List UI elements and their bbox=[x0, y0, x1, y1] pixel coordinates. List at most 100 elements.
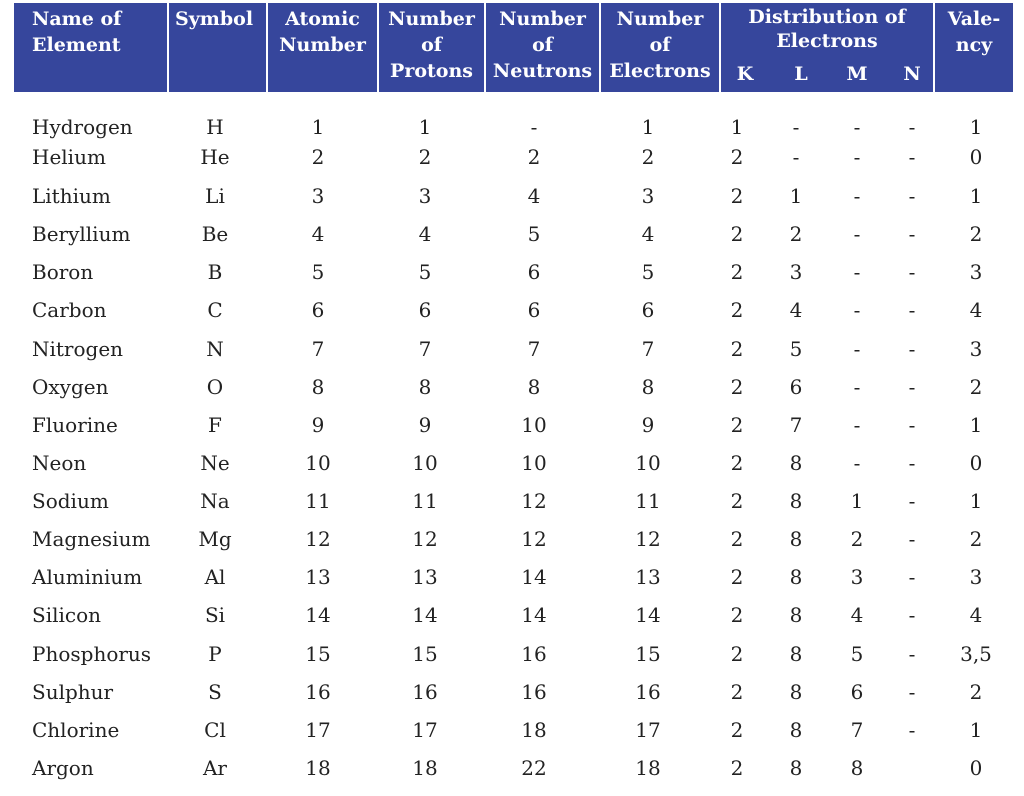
table-cell: 8 bbox=[641, 374, 655, 399]
header-cell: Symbol bbox=[169, 3, 266, 92]
table-cell: 15 bbox=[635, 641, 661, 666]
table-cell: 13 bbox=[635, 565, 661, 590]
table-cell: Na bbox=[200, 489, 230, 514]
table-cell: 2 bbox=[641, 145, 655, 169]
table-cell: - bbox=[853, 374, 861, 399]
table-cell: 18 bbox=[305, 755, 331, 780]
table-cell: 10 bbox=[412, 450, 438, 475]
table-cell: Magnesium bbox=[32, 527, 151, 552]
table-cell: 16 bbox=[305, 679, 331, 704]
table-cell: - bbox=[908, 527, 916, 552]
table-cell: 3 bbox=[969, 260, 983, 285]
table-cell: 6 bbox=[850, 679, 864, 704]
header-text: Element bbox=[32, 34, 121, 56]
table-cell: 8 bbox=[789, 565, 803, 590]
table-cell: 8 bbox=[789, 679, 803, 704]
table-cell: 3 bbox=[789, 260, 803, 285]
table-cell: 7 bbox=[311, 336, 325, 361]
table-cell: 6 bbox=[527, 260, 541, 285]
table-cell: 4 bbox=[789, 298, 803, 323]
header-text: Electrons bbox=[609, 60, 711, 82]
table-cell: 22 bbox=[521, 755, 547, 780]
table-cell: O bbox=[206, 374, 224, 399]
table-cell: - bbox=[853, 260, 861, 285]
table-cell: - bbox=[853, 298, 861, 323]
table-cell: 10 bbox=[521, 412, 547, 437]
table-cell: 2 bbox=[730, 565, 744, 590]
table-cell: 4 bbox=[969, 298, 983, 323]
table-cell: 11 bbox=[412, 489, 438, 514]
table-cell: - bbox=[908, 603, 916, 628]
table-cell: 2 bbox=[969, 527, 983, 552]
table-cell: Nitrogen bbox=[32, 336, 124, 361]
header-text: Symbol bbox=[175, 8, 254, 30]
table-cell: 15 bbox=[412, 641, 438, 666]
table-cell: 7 bbox=[527, 336, 541, 361]
table-cell: - bbox=[853, 145, 861, 169]
table-cell: 11 bbox=[305, 489, 331, 514]
header-subtext: M bbox=[846, 63, 868, 85]
table-cell: 12 bbox=[521, 489, 547, 514]
table-cell: 8 bbox=[418, 374, 432, 399]
table-cell: 10 bbox=[521, 450, 547, 475]
table-cell: 1 bbox=[789, 184, 803, 208]
table-cell: 4 bbox=[850, 603, 864, 628]
table-cell: 3 bbox=[850, 565, 864, 590]
table-cell: 8 bbox=[789, 641, 803, 666]
table-cell: 2 bbox=[730, 412, 744, 437]
table-cell: Neon bbox=[32, 450, 87, 475]
table-cell: Ne bbox=[200, 450, 230, 475]
table-cell: - bbox=[908, 412, 916, 437]
table-cell: 3 bbox=[418, 184, 432, 208]
header-cell: Number of Neutrons bbox=[486, 3, 599, 92]
table-cell: 5 bbox=[311, 260, 325, 285]
table-cell: - bbox=[908, 115, 916, 139]
table-cell: 14 bbox=[412, 603, 438, 628]
table-cell: - bbox=[853, 450, 861, 475]
table-cell: 2 bbox=[730, 336, 744, 361]
header-cell: Number of Protons bbox=[379, 3, 484, 92]
header-text: Number bbox=[388, 8, 475, 30]
table-cell: 3 bbox=[311, 184, 325, 208]
table-cell: 2 bbox=[969, 374, 983, 399]
table-cell: 18 bbox=[635, 755, 661, 780]
table-cell: 10 bbox=[635, 450, 661, 475]
header-cell: Name of Element bbox=[14, 3, 167, 92]
table-cell: 4 bbox=[641, 222, 655, 247]
table-cell: 5 bbox=[850, 641, 864, 666]
table-cell: - bbox=[908, 184, 916, 208]
table-cell: 1 bbox=[311, 115, 325, 139]
header-text: Protons bbox=[390, 60, 473, 82]
table-cell: - bbox=[792, 115, 800, 139]
table-cell: 1 bbox=[969, 184, 983, 208]
table-cell: 8 bbox=[789, 755, 803, 780]
header-text: of bbox=[649, 34, 671, 56]
header-cell: Number of Electrons bbox=[601, 3, 719, 92]
header-text: Atomic bbox=[285, 8, 360, 30]
table-cell: 2 bbox=[730, 260, 744, 285]
table-cell: 2 bbox=[850, 527, 864, 552]
table-cell: 0 bbox=[969, 450, 983, 475]
table-cell: 18 bbox=[412, 755, 438, 780]
header-text: Electrons bbox=[776, 30, 878, 52]
table-cell: Chlorine bbox=[32, 717, 120, 742]
table-cell: - bbox=[908, 145, 916, 169]
table-cell: - bbox=[853, 222, 861, 247]
table-cell: 5 bbox=[527, 222, 541, 247]
table-cell: 2 bbox=[418, 145, 432, 169]
header-text: Distribution of bbox=[748, 6, 906, 28]
table-cell: 2 bbox=[730, 679, 744, 704]
table-cell: 10 bbox=[305, 450, 331, 475]
table-cell: 1 bbox=[969, 717, 983, 742]
table-cell: Fluorine bbox=[32, 412, 118, 437]
table-cell: Silicon bbox=[32, 603, 102, 628]
table-cell: 8 bbox=[789, 603, 803, 628]
table-cell: - bbox=[908, 565, 916, 590]
table-cell: 1 bbox=[969, 115, 983, 139]
table-cell: F bbox=[208, 412, 222, 437]
table-cell: 6 bbox=[527, 298, 541, 323]
table-cell: 15 bbox=[305, 641, 331, 666]
table-cell: Si bbox=[204, 603, 226, 628]
table-cell: 12 bbox=[305, 527, 331, 552]
table-cell: C bbox=[207, 298, 223, 323]
